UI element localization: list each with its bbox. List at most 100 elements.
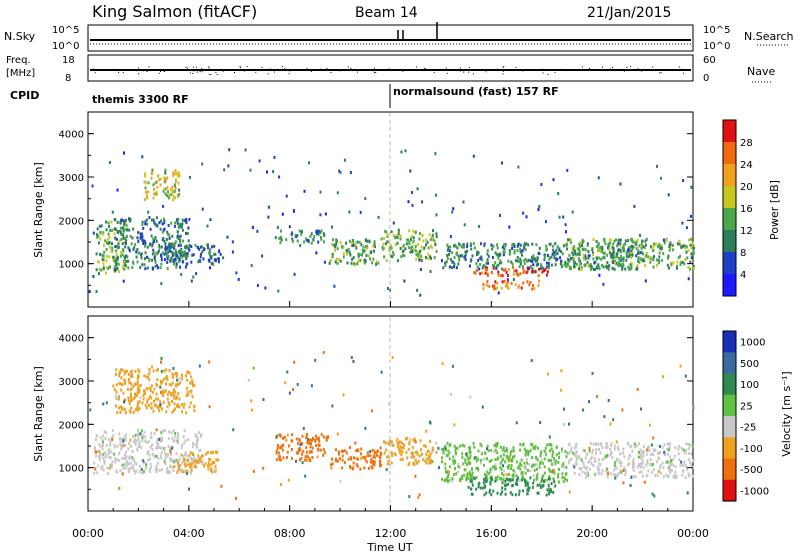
heatmap-cell [540, 263, 543, 267]
heatmap-cell [453, 244, 455, 248]
heatmap-cell [690, 245, 693, 249]
heatmap-cell [635, 243, 638, 246]
heatmap-cell [529, 449, 532, 452]
heatmap-cell [278, 236, 281, 240]
heatmap-cell [214, 252, 217, 256]
heatmap-cell [435, 441, 438, 445]
heatmap-cell [519, 243, 522, 247]
heatmap-cell [411, 191, 414, 194]
heatmap-cell [470, 479, 473, 483]
heatmap-cell [533, 257, 536, 261]
heatmap-cell [176, 404, 179, 408]
heatmap-cell [153, 256, 156, 260]
heatmap-cell [528, 283, 531, 287]
heatmap-cell [88, 290, 91, 293]
heatmap-cell [144, 391, 147, 395]
heatmap-cell [93, 446, 96, 450]
heatmap-cell [499, 492, 502, 496]
heatmap-cell [570, 446, 573, 450]
heatmap-cell [564, 450, 567, 454]
heatmap-cell [184, 450, 187, 454]
heatmap-cell [153, 387, 156, 391]
heatmap-cell [385, 448, 388, 452]
heatmap-cell [373, 463, 376, 467]
heatmap-cell [679, 263, 682, 266]
heatmap-cell [515, 269, 518, 273]
heatmap-cell [479, 486, 482, 490]
heatmap-cell [596, 245, 598, 248]
heatmap-cell [145, 190, 148, 194]
heatmap-cell [124, 237, 127, 241]
heatmap-cell [553, 459, 555, 463]
heatmap-cell [349, 239, 351, 243]
heatmap-cell [399, 234, 402, 238]
heatmap-cell [536, 491, 539, 495]
heatmap-cell [315, 232, 318, 236]
heatmap-cell [111, 242, 113, 246]
heatmap-cell [624, 473, 627, 477]
heatmap-cell [641, 239, 644, 243]
heatmap-cell [390, 246, 393, 250]
heatmap-cell [573, 453, 576, 457]
heatmap-cell [565, 465, 568, 469]
heatmap-cell [631, 460, 634, 463]
heatmap-cell [118, 458, 121, 462]
heatmap-cell [669, 243, 672, 246]
heatmap-cell [138, 390, 141, 394]
ytick-label: 2000 [59, 420, 84, 431]
heatmap-cell [632, 245, 635, 249]
heatmap-cell [166, 471, 169, 475]
heatmap-cell [561, 472, 564, 476]
time-xaxis: 00:00 04:00 08:00 12:00 16:00 20:00 00:00 [72, 301, 709, 540]
heatmap-cell [667, 475, 669, 479]
heatmap-cell [113, 445, 116, 449]
heatmap-cell [329, 259, 332, 263]
heatmap-cell [172, 429, 175, 433]
heatmap-cell [685, 442, 688, 446]
heatmap-cell [182, 405, 185, 409]
nsky-tick-bottom: 10^0 [52, 41, 79, 52]
heatmap-cell [183, 429, 186, 433]
heatmap-cell [571, 256, 574, 260]
heatmap-cell [385, 259, 388, 263]
nave-point [201, 68, 203, 70]
heatmap-cell [144, 267, 147, 271]
heatmap-cell [169, 259, 172, 263]
heatmap-cell [177, 174, 180, 178]
heatmap-cell [500, 274, 503, 277]
heatmap-cell [172, 391, 174, 395]
heatmap-cell [489, 482, 492, 486]
heatmap-cell [449, 392, 452, 396]
heatmap-cell [684, 374, 687, 378]
heatmap-cell [486, 249, 489, 253]
heatmap-cell [475, 262, 478, 265]
heatmap-cell [496, 441, 499, 445]
heatmap-cell [171, 234, 174, 238]
heatmap-cell [645, 251, 648, 255]
heatmap-cell [390, 255, 393, 259]
heatmap-cell [417, 459, 420, 463]
heatmap-cell [434, 243, 437, 246]
heatmap-cell [275, 451, 278, 455]
heatmap-cell [496, 444, 499, 448]
heatmap-cell [124, 433, 127, 437]
heatmap-cell [298, 438, 301, 441]
heatmap-cell [522, 489, 525, 493]
heatmap-cell [308, 441, 311, 445]
heatmap-cell [140, 446, 143, 449]
heatmap-cell [622, 469, 625, 472]
heatmap-cell [193, 409, 196, 413]
heatmap-cell [201, 250, 204, 253]
heatmap-cell [247, 378, 250, 382]
heatmap-cell [369, 257, 372, 261]
heatmap-cell [174, 393, 177, 397]
heatmap-cell [305, 435, 308, 439]
heatmap-cell [122, 236, 125, 240]
nave-point [660, 72, 662, 74]
heatmap-cell [606, 446, 609, 449]
heatmap-cell [425, 452, 428, 456]
nave-point [164, 70, 166, 72]
heatmap-cell [414, 474, 417, 478]
heatmap-cell [372, 257, 375, 261]
nave-point [612, 67, 614, 68]
